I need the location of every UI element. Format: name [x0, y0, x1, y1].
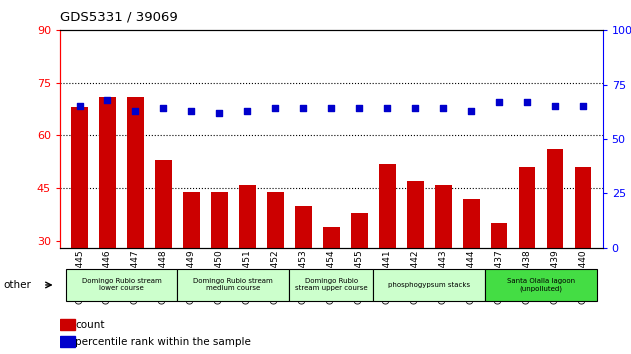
Text: percentile rank within the sample: percentile rank within the sample [75, 337, 251, 347]
Bar [127, 97, 144, 346]
Bar [290, 269, 373, 301]
Bar [463, 199, 480, 346]
Bar [435, 184, 452, 346]
Bar [546, 149, 563, 346]
Point [550, 103, 560, 109]
Bar [66, 269, 177, 301]
Bar [519, 167, 536, 346]
Text: Domingo Rubio
stream upper course: Domingo Rubio stream upper course [295, 279, 368, 291]
Point [186, 108, 196, 114]
Bar [379, 164, 396, 346]
Bar [71, 107, 88, 346]
Text: other: other [3, 280, 31, 290]
Bar [373, 269, 485, 301]
Point [466, 108, 476, 114]
Bar [177, 269, 290, 301]
Bar [267, 192, 284, 346]
Bar [575, 167, 591, 346]
Bar [60, 319, 75, 330]
Bar [323, 227, 339, 346]
Text: GDS5331 / 39069: GDS5331 / 39069 [60, 11, 178, 24]
Point [74, 103, 85, 109]
Bar [239, 184, 256, 346]
Text: phosphogypsum stacks: phosphogypsum stacks [388, 282, 470, 288]
Point [410, 105, 420, 111]
Bar [211, 192, 228, 346]
Point [102, 97, 112, 103]
Point [438, 105, 448, 111]
Point [578, 103, 588, 109]
Text: Santa Olalla lagoon
(unpolluted): Santa Olalla lagoon (unpolluted) [507, 278, 575, 292]
Point [242, 108, 252, 114]
Bar [407, 181, 423, 346]
Bar [155, 160, 172, 346]
Text: Domingo Rubio stream
lower course: Domingo Rubio stream lower course [81, 279, 162, 291]
Point [131, 108, 141, 114]
Point [158, 105, 168, 111]
Text: count: count [75, 320, 105, 330]
Point [326, 105, 336, 111]
Bar [295, 206, 312, 346]
Point [494, 99, 504, 105]
Bar [183, 192, 200, 346]
Point [354, 105, 364, 111]
Bar [60, 336, 75, 347]
Text: Domingo Rubio stream
medium course: Domingo Rubio stream medium course [194, 279, 273, 291]
Bar [485, 269, 597, 301]
Bar [491, 223, 507, 346]
Bar [99, 97, 116, 346]
Point [522, 99, 532, 105]
Point [298, 105, 309, 111]
Point [382, 105, 392, 111]
Point [215, 110, 225, 116]
Bar [351, 213, 368, 346]
Point [270, 105, 280, 111]
